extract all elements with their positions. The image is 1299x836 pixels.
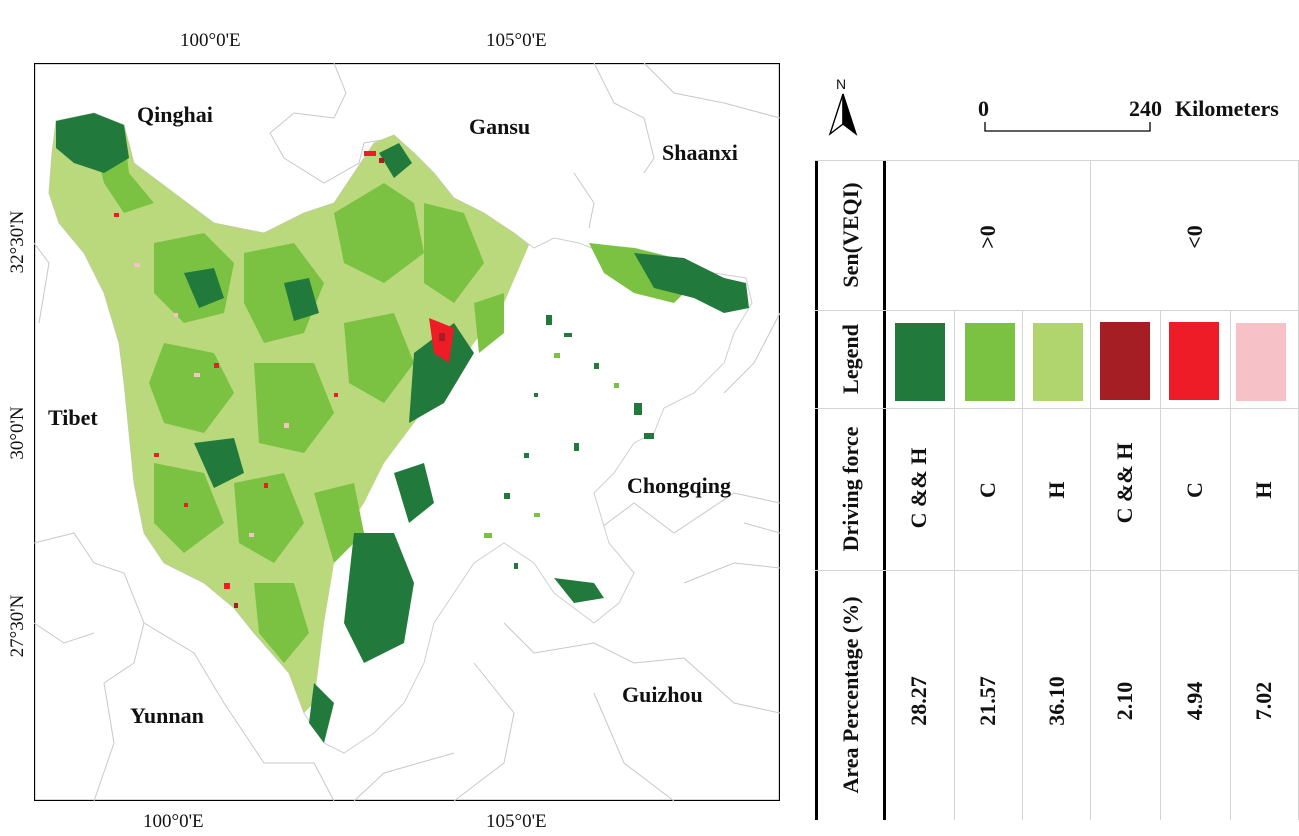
driving-force-5: C: [1182, 482, 1207, 498]
region-label-gansu: Gansu: [469, 114, 531, 139]
table-border-header: [883, 160, 886, 820]
col-line-2: [1022, 310, 1023, 820]
group-label-negative: <0: [1182, 225, 1207, 249]
legend-swatch-dark-red: [1100, 322, 1150, 400]
legend-swatch-red: [1169, 322, 1219, 400]
area-value-3: 36.10: [1044, 676, 1069, 726]
area-value-5: 4.94: [1182, 681, 1207, 721]
region-label-qinghai: Qinghai: [137, 102, 213, 127]
lat-tick-32-30: 32°30'N: [7, 210, 28, 274]
north-arrow-icon: [828, 93, 858, 136]
lat-tick-30-00: 30°0'N: [7, 406, 28, 460]
region-label-yunnan: Yunnan: [130, 703, 204, 728]
lon-tick-top-105: 105°0'E: [486, 30, 547, 51]
map-panel: 100°0'E 105°0'E 100°0'E 105°0'E 32°30'N …: [7, 30, 780, 832]
region-label-shaanxi: Shaanxi: [662, 140, 738, 165]
north-arrow-label: N: [836, 76, 847, 92]
group-label-positive: >0: [975, 225, 1000, 249]
row-line-1: [815, 160, 1299, 161]
row-line-2: [815, 310, 1299, 311]
legend-swatch-dark-green: [895, 323, 945, 401]
lon-tick-bottom-105: 105°0'E: [486, 811, 547, 832]
row-header-legend: Legend: [838, 324, 863, 394]
region-label-guizhou: Guizhou: [622, 682, 703, 707]
row-line-3: [815, 408, 1299, 409]
legend-table: Sen(VEQI) Legend Driving force Area Perc…: [815, 160, 1299, 820]
col-line-4: [1160, 310, 1161, 820]
area-value-2: 21.57: [975, 676, 1000, 726]
col-line-3: [1090, 160, 1091, 820]
scale-bar: 0 240 Kilometers: [978, 96, 1298, 140]
col-line-5: [1230, 310, 1231, 820]
legend-swatch-mid-green: [965, 323, 1015, 401]
lon-tick-top-100: 100°0'E: [180, 30, 241, 51]
scale-bar-end: 240: [1129, 96, 1162, 121]
province-boundaries: [34, 63, 780, 801]
map-canvas: [34, 63, 780, 801]
scale-bar-start: 0: [978, 96, 989, 121]
legend-swatch-pink: [1236, 323, 1286, 401]
col-line-1: [954, 310, 955, 820]
row-header-driving-force: Driving force: [838, 426, 863, 552]
area-value-1: 28.27: [906, 676, 931, 726]
scale-bar-line: [984, 122, 1151, 132]
driving-force-6: H: [1251, 481, 1276, 499]
driving-force-1: C && H: [906, 447, 931, 529]
lat-tick-27-30: 27°30'N: [7, 594, 28, 658]
table-border-left: [815, 160, 818, 820]
driving-force-4: C && H: [1112, 442, 1137, 524]
driving-force-2: C: [975, 482, 1000, 498]
lon-tick-bottom-100: 100°0'E: [143, 811, 204, 832]
scale-bar-unit: Kilometers: [1175, 96, 1279, 121]
north-arrow: N: [826, 76, 860, 140]
driving-force-3: H: [1044, 481, 1069, 499]
area-value-4: 2.10: [1112, 681, 1137, 721]
region-label-tibet: Tibet: [48, 405, 98, 430]
region-label-chongqing: Chongqing: [627, 473, 731, 498]
area-value-6: 7.02: [1251, 681, 1276, 721]
legend-swatch-light-green: [1033, 323, 1083, 401]
vegetation-layer: [49, 113, 749, 743]
row-header-sen: Sen(VEQI): [838, 182, 863, 288]
row-line-4: [815, 570, 1299, 571]
row-header-area-percentage: Area Percentage (%): [838, 596, 863, 794]
